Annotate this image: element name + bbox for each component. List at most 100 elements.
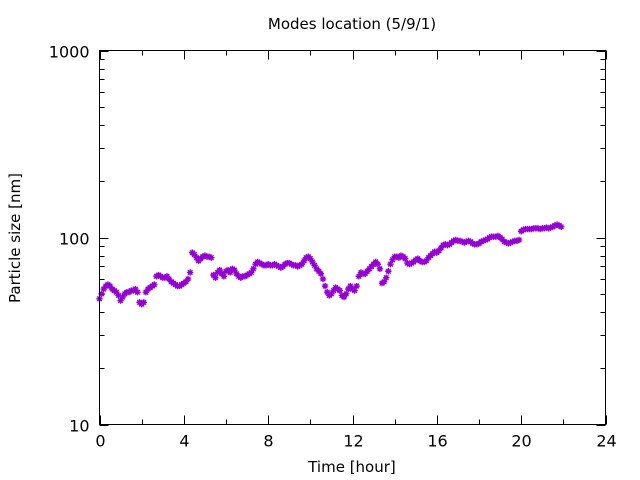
data-point	[486, 234, 493, 241]
data-point	[469, 240, 476, 247]
data-point	[199, 253, 207, 260]
data-point	[182, 278, 190, 285]
data-point	[416, 257, 424, 265]
x-tick-label: 24	[596, 432, 616, 451]
x-tick-label: 0	[95, 432, 105, 451]
data-point	[515, 236, 523, 244]
data-point	[380, 278, 388, 285]
data-point	[220, 273, 228, 280]
data-point	[321, 282, 329, 290]
data-point	[456, 237, 464, 245]
y-tick-label: 1000	[49, 43, 90, 62]
data-point	[383, 274, 390, 281]
data-point	[545, 225, 552, 232]
data-point	[465, 237, 472, 245]
data-point	[317, 270, 325, 277]
data-point	[233, 270, 240, 277]
data-point	[216, 266, 223, 274]
data-point	[336, 287, 344, 294]
data-point	[431, 248, 438, 255]
chart-title: Modes location (5/9/1)	[268, 15, 436, 33]
data-point	[298, 260, 306, 268]
data-point	[324, 288, 331, 296]
data-point	[231, 266, 238, 274]
data-point	[450, 237, 457, 245]
data-point	[534, 225, 542, 232]
data-point	[115, 292, 122, 299]
x-tick-label: 20	[511, 432, 531, 451]
data-point	[119, 293, 126, 301]
data-points	[96, 221, 565, 308]
data-point	[208, 254, 215, 261]
data-point	[458, 238, 466, 245]
data-point	[501, 238, 508, 245]
data-point	[309, 258, 316, 266]
x-tick-label: 8	[263, 432, 273, 451]
data-point	[113, 288, 120, 296]
data-point	[212, 274, 219, 281]
data-point	[558, 223, 565, 231]
data-point	[520, 226, 527, 233]
data-point	[315, 268, 322, 275]
data-point	[463, 238, 470, 245]
data-point	[307, 255, 314, 262]
data-point	[439, 241, 447, 249]
data-point	[397, 252, 405, 259]
data-point	[117, 297, 124, 304]
data-point	[543, 224, 550, 231]
data-point	[191, 251, 198, 258]
data-point	[505, 240, 512, 247]
data-point	[302, 254, 310, 261]
data-point	[132, 285, 139, 293]
data-point	[361, 270, 369, 277]
data-point	[492, 233, 500, 240]
data-point	[142, 288, 150, 296]
axis-tick-labels: 0 4 8 12 16 20 24 10 100 1000	[49, 43, 617, 451]
data-point	[300, 257, 308, 265]
data-point	[210, 271, 217, 279]
data-point	[480, 237, 487, 245]
data-point	[351, 287, 358, 294]
data-point	[151, 281, 158, 288]
data-point	[134, 288, 141, 296]
data-point	[355, 273, 363, 280]
data-point	[444, 241, 451, 249]
data-point	[250, 265, 257, 273]
data-point	[513, 237, 521, 245]
data-point	[319, 275, 327, 283]
data-point	[402, 255, 409, 262]
data-point	[423, 257, 430, 265]
data-point	[420, 258, 428, 266]
data-point	[452, 236, 460, 244]
data-point	[106, 282, 114, 290]
data-point	[330, 287, 337, 294]
x-axis-label: Time [hour]	[307, 458, 396, 476]
data-point	[473, 241, 481, 248]
plot-frame	[99, 50, 606, 425]
data-point	[345, 285, 352, 293]
data-point	[218, 270, 225, 277]
data-point	[503, 239, 510, 246]
data-point	[328, 290, 335, 297]
data-point	[311, 262, 318, 269]
data-point	[536, 225, 544, 233]
data-point	[528, 225, 535, 233]
data-point	[353, 282, 360, 290]
data-point	[342, 290, 350, 297]
data-point	[387, 260, 394, 268]
data-point	[437, 244, 445, 252]
data-point	[165, 275, 173, 283]
data-point	[140, 299, 147, 306]
data-point	[340, 293, 348, 301]
x-tick-label: 16	[427, 432, 447, 451]
x-tick-label: 4	[179, 432, 189, 451]
data-point	[184, 275, 192, 283]
data-point	[385, 268, 392, 275]
data-point	[477, 238, 485, 245]
data-point	[482, 236, 489, 244]
data-point	[541, 225, 548, 232]
y-tick-label: 100	[59, 230, 90, 249]
y-axis-label: Particle size [nm]	[6, 173, 24, 303]
